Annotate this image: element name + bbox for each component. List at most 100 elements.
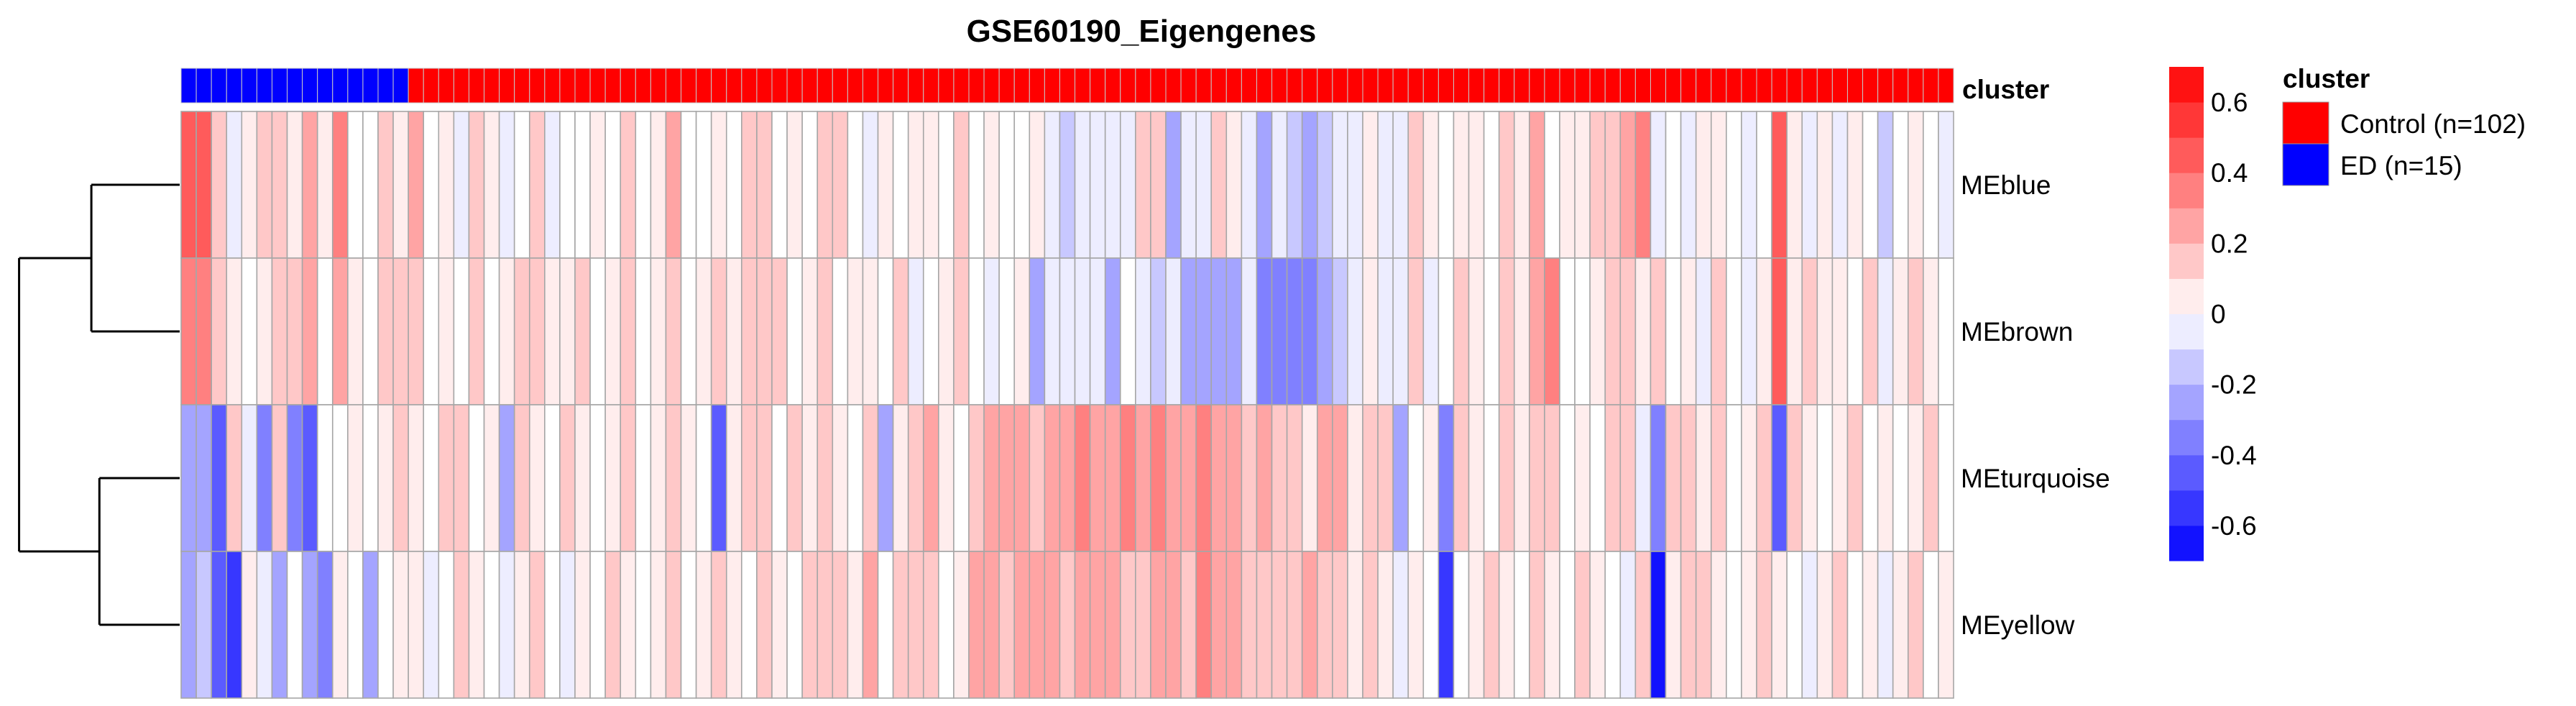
heatmap-cell-MEturquoise bbox=[423, 404, 440, 552]
heatmap-cell-MEblue bbox=[650, 111, 667, 259]
heatmap-cell-MEblue bbox=[1726, 111, 1742, 259]
heatmap-cell-MEturquoise bbox=[1695, 404, 1712, 552]
heatmap-cell-MEbrown bbox=[635, 257, 652, 405]
annotation-cell bbox=[1756, 68, 1772, 104]
heatmap-cell-MEbrown bbox=[1619, 257, 1637, 405]
heatmap-cell-MEyellow bbox=[1059, 551, 1076, 699]
annotation-label: cluster bbox=[1962, 75, 2049, 104]
heatmap-cell-MEbrown bbox=[1407, 257, 1425, 405]
heatmap-cell-MEblue bbox=[1665, 111, 1682, 259]
annotation-cell bbox=[998, 68, 1015, 104]
heatmap-cell-MEblue bbox=[1801, 111, 1818, 259]
heatmap-cell-MEturquoise bbox=[756, 404, 773, 552]
annotation-cell bbox=[635, 68, 651, 104]
heatmap-cell-MEturquoise bbox=[1892, 404, 1909, 552]
heatmap-cell-MEbrown bbox=[1877, 257, 1894, 405]
heatmap-cell-MEturquoise bbox=[1453, 404, 1470, 552]
annotation-cell bbox=[1241, 68, 1257, 104]
heatmap-cell-MEbrown bbox=[362, 257, 379, 405]
heatmap-cell-MEblue bbox=[544, 111, 561, 259]
heatmap-cell-MEturquoise bbox=[1407, 404, 1425, 552]
annotation-cell bbox=[468, 68, 485, 104]
heatmap-cell-MEyellow bbox=[1544, 551, 1560, 699]
annotation-cell bbox=[847, 68, 863, 104]
heatmap-cell-MEbrown bbox=[1180, 257, 1197, 405]
heatmap-cell-MEbrown bbox=[1210, 257, 1228, 405]
color-scale-bin bbox=[2169, 490, 2204, 526]
heatmap-cell-MEturquoise bbox=[1332, 404, 1348, 552]
heatmap-cell-MEturquoise bbox=[1619, 404, 1637, 552]
annotation-cell bbox=[332, 68, 349, 104]
annotation-cell bbox=[681, 68, 697, 104]
heatmap-cell-MEblue bbox=[331, 111, 349, 259]
heatmap-cell-MEblue bbox=[620, 111, 637, 259]
heatmap-cell-MEturquoise bbox=[453, 404, 470, 552]
heatmap-cell-MEturquoise bbox=[1483, 404, 1500, 552]
heatmap-cell-MEblue bbox=[1225, 111, 1243, 259]
heatmap-cell-MEbrown bbox=[1377, 257, 1394, 405]
heatmap-cell-MEbrown bbox=[1544, 257, 1560, 405]
heatmap-cell-MEbrown bbox=[1135, 257, 1151, 405]
heatmap-cell-MEturquoise bbox=[528, 404, 546, 552]
heatmap-cell-MEbrown bbox=[574, 257, 591, 405]
heatmap-cell-MEturquoise bbox=[438, 404, 455, 552]
heatmap-cell-MEbrown bbox=[1513, 257, 1530, 405]
heatmap-cell-MEbrown bbox=[1422, 257, 1440, 405]
heatmap-cell-MEbrown bbox=[1195, 257, 1213, 405]
annotation-cell bbox=[1726, 68, 1742, 104]
heatmap-cell-MEyellow bbox=[1013, 551, 1031, 699]
heatmap-cell-MEturquoise bbox=[1301, 404, 1318, 552]
heatmap-cell-MEblue bbox=[362, 111, 379, 259]
heatmap-cell-MEbrown bbox=[331, 257, 349, 405]
annotation-cell bbox=[438, 68, 454, 104]
heatmap-cell-MEyellow bbox=[635, 551, 652, 699]
heatmap-cell-MEyellow bbox=[1771, 551, 1788, 699]
heatmap-cell-MEturquoise bbox=[1544, 404, 1560, 552]
heatmap-cell-MEblue bbox=[1695, 111, 1712, 259]
cluster-legend-label: ED (n=15) bbox=[2340, 151, 2462, 180]
heatmap-cell-MEbrown bbox=[1786, 257, 1803, 405]
annotation-cell bbox=[1892, 68, 1909, 104]
heatmap-cell-MEbrown bbox=[695, 257, 712, 405]
heatmap-cell-MEblue bbox=[1392, 111, 1409, 259]
heatmap-cell-MEyellow bbox=[423, 551, 440, 699]
annotation-cell bbox=[408, 68, 424, 104]
color-scale-tick-label: 0 bbox=[2211, 300, 2226, 329]
heatmap-cell-MEblue bbox=[1831, 111, 1849, 259]
heatmap-cell-MEturquoise bbox=[331, 404, 349, 552]
heatmap-cell-MEbrown bbox=[1862, 257, 1879, 405]
annotation-cell bbox=[559, 68, 576, 104]
annotation-cell bbox=[1120, 68, 1136, 104]
heatmap-cell-MEbrown bbox=[1468, 257, 1485, 405]
heatmap-cell-MEyellow bbox=[1498, 551, 1515, 699]
chart-title: GSE60190_Eigengenes bbox=[967, 14, 1317, 49]
heatmap-cell-MEbrown bbox=[271, 257, 288, 405]
color-scale-bin bbox=[2169, 454, 2204, 491]
heatmap-cell-MEbrown bbox=[1801, 257, 1818, 405]
heatmap-cell-MEturquoise bbox=[1135, 404, 1151, 552]
heatmap-cell-MEturquoise bbox=[1513, 404, 1530, 552]
annotation-cell bbox=[1075, 68, 1091, 104]
color-scale-tick-label: 0.6 bbox=[2211, 88, 2248, 117]
heatmap-cell-MEyellow bbox=[1347, 551, 1363, 699]
color-scale-bin bbox=[2169, 137, 2204, 173]
heatmap-cell-MEyellow bbox=[1529, 551, 1545, 699]
heatmap-cell-MEyellow bbox=[1665, 551, 1682, 699]
heatmap-cell-MEyellow bbox=[271, 551, 288, 699]
annotation-cell bbox=[1468, 68, 1485, 104]
heatmap-cell-MEbrown bbox=[1332, 257, 1348, 405]
row-label-MEbrown: MEbrown bbox=[1961, 317, 2073, 347]
heatmap-cell-MEblue bbox=[241, 111, 258, 259]
heatmap-cell-MEbrown bbox=[1529, 257, 1545, 405]
heatmap-cell-MEyellow bbox=[922, 551, 939, 699]
annotation-cell bbox=[1634, 68, 1651, 104]
heatmap-cell-MEyellow bbox=[180, 551, 197, 699]
heatmap-cell-MEyellow bbox=[968, 551, 985, 699]
heatmap-cell-MEblue bbox=[1498, 111, 1515, 259]
heatmap-cell-MEturquoise bbox=[1392, 404, 1409, 552]
heatmap-cell-MEyellow bbox=[1695, 551, 1712, 699]
heatmap-cell-MEblue bbox=[1468, 111, 1485, 259]
heatmap-cell-MEblue bbox=[1574, 111, 1591, 259]
heatmap-cell-MEyellow bbox=[301, 551, 318, 699]
